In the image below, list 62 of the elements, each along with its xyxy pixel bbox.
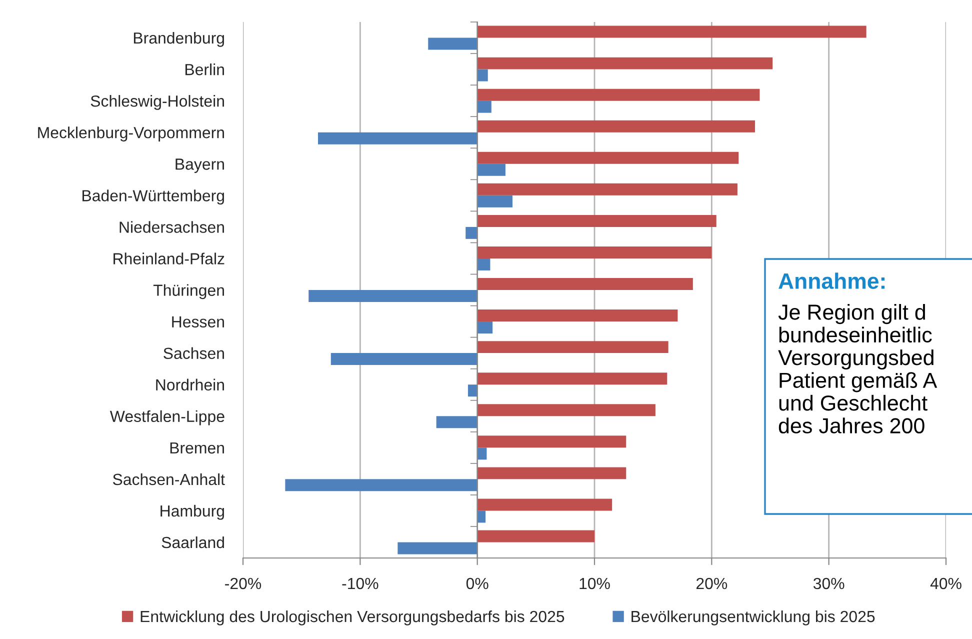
y-tick-label: Bremen — [170, 442, 224, 454]
bar — [477, 120, 756, 132]
x-tick-label: 30% — [813, 578, 844, 590]
bar — [308, 290, 478, 302]
bar — [477, 69, 488, 82]
y-tick-label: Sachsen-Anhalt — [112, 473, 225, 486]
bar — [477, 372, 668, 385]
bar — [477, 246, 712, 258]
bar — [477, 152, 739, 164]
bar — [477, 404, 656, 416]
bar — [477, 195, 512, 208]
y-tick-label: Bayern — [176, 158, 224, 173]
bar — [477, 57, 773, 70]
legend-label: Entwicklung des Urologischen Versorgungsbedarfs bis 2025 — [140, 610, 564, 626]
y-tick-label: Berlin — [185, 64, 224, 76]
bar — [428, 38, 478, 50]
bar — [477, 467, 626, 480]
annotation: Je Region gilt d bundeseinheitlic Versorgungsbed Patient gemäß A und Geschlecht des Jahres 200 — [778, 304, 938, 434]
y-tick-label: Niedersachsen — [120, 221, 224, 233]
bar — [477, 310, 678, 322]
y-tick-label: Thüringen — [153, 284, 224, 300]
x-tick-label: -10% — [342, 578, 378, 590]
bar — [477, 436, 626, 448]
bar — [318, 132, 478, 144]
annotation: Annahme: — [778, 272, 885, 289]
x-tick-label: 20% — [696, 578, 728, 590]
bar — [477, 510, 486, 523]
bar — [477, 88, 760, 101]
x-tick-label: 40% — [930, 578, 962, 590]
y-tick-label: Schleswig-Holstein — [90, 95, 224, 110]
y-tick-label: Saarland — [162, 536, 224, 548]
bar — [477, 278, 693, 290]
x-tick-label: 10% — [580, 578, 610, 590]
bar — [477, 183, 738, 196]
bar — [477, 322, 493, 334]
bar — [477, 448, 487, 460]
bar — [466, 226, 478, 239]
bar — [477, 341, 668, 354]
legend-label: Bevölkerungsentwicklung bis 2025 — [632, 610, 875, 626]
y-tick-label: Baden-Württemberg — [82, 190, 224, 205]
y-tick-label: Nordrhein — [156, 378, 224, 391]
bar — [477, 258, 490, 270]
y-tick-label: Brandenburg — [134, 32, 224, 47]
x-tick-label: 0% — [466, 578, 488, 590]
y-tick-label: Hessen — [172, 316, 224, 328]
bar — [398, 542, 478, 554]
bar — [477, 530, 594, 542]
bar — [477, 498, 612, 511]
bar — [285, 479, 478, 492]
bar — [330, 353, 478, 366]
bar — [477, 26, 866, 38]
bar — [477, 214, 716, 227]
bar — [468, 384, 478, 397]
y-tick-label: Westfalen-Lippe — [110, 410, 224, 426]
y-tick-label: Mecklenburg-Vorpommern — [38, 126, 224, 142]
bar — [477, 100, 492, 113]
bar — [477, 164, 506, 176]
y-tick-label: Hamburg — [160, 504, 224, 520]
y-tick-label: Rheinland-Pfalz — [114, 252, 224, 264]
y-tick-label: Sachsen — [164, 347, 224, 360]
bar — [436, 416, 478, 428]
x-tick-label: -20% — [225, 578, 262, 590]
